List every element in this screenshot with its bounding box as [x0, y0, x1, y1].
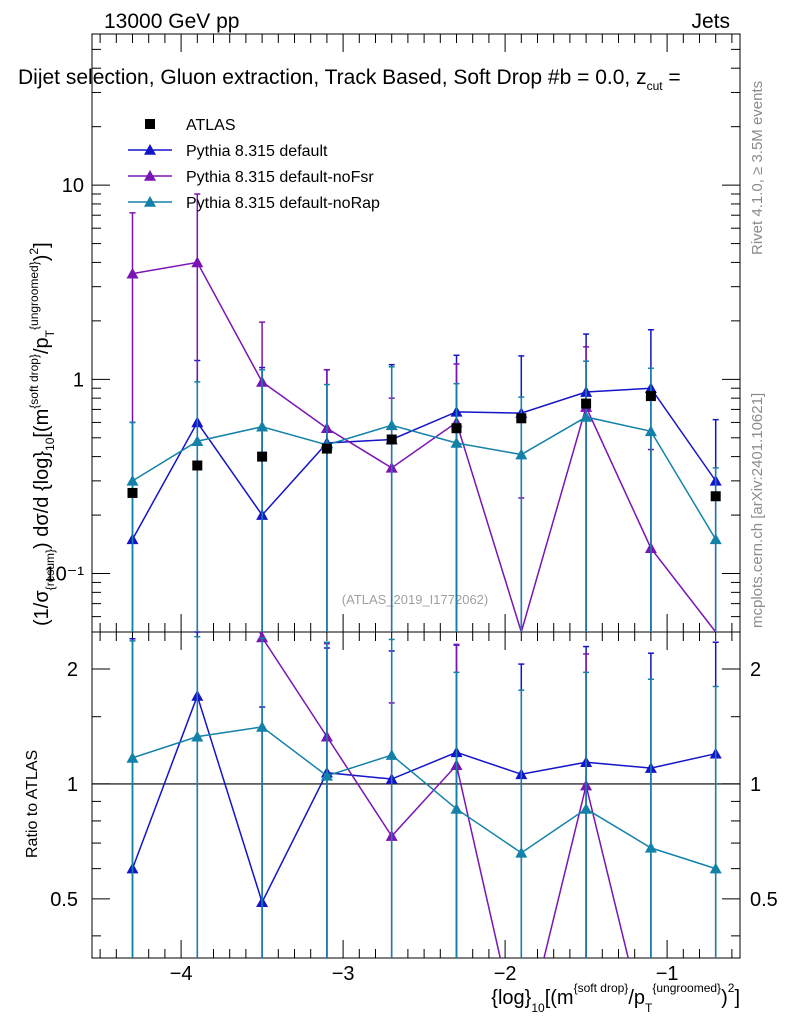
series-layer [126, 193, 722, 958]
rivet-label: Rivet 4.1.0, ≥ 3.5M events [749, 81, 766, 255]
atlas-data-point [451, 423, 462, 434]
legend-marker-triangle [144, 196, 156, 207]
ratio-y-tick-label-left: 1 [67, 774, 78, 796]
analysis-id-label: (ATLAS_2019_I1772062) [342, 592, 488, 607]
legend-item-0: ATLAS [145, 117, 236, 134]
x-tick-label: −2 [494, 963, 517, 985]
top-series-point [191, 435, 204, 447]
ratio-series-point [580, 802, 593, 814]
legend-label: Pythia 8.315 default [186, 143, 328, 160]
ratio-y-tick-label-left: 0.5 [50, 889, 78, 911]
atlas-data-point [645, 391, 656, 402]
ratio-y-tick-label-right: 2 [750, 659, 761, 681]
top-series-point [126, 474, 139, 486]
top-y-tick-label: 10 [62, 175, 84, 197]
legend-item-2: Pythia 8.315 default-noFsr [128, 169, 374, 186]
chart-title-end: = [663, 66, 681, 89]
ratio-series-point [709, 862, 722, 874]
legend-label: Pythia 8.315 default-noRap [186, 195, 380, 212]
ratio-series-point [256, 631, 269, 643]
top-series-point [450, 437, 463, 448]
top-series-point [256, 420, 269, 432]
ratio-series-point [644, 841, 657, 853]
ratio-y-tick-label-right: 0.5 [750, 889, 778, 911]
series-group-0 [126, 329, 722, 632]
atlas-data-point [257, 451, 268, 462]
chart-title-sub: cut [647, 79, 664, 93]
top-series-point [580, 410, 593, 422]
ratio-series-group-0 [126, 631, 722, 958]
top-series-line-0 [131, 387, 717, 540]
legend-marker-triangle [144, 170, 156, 181]
axis-ticks: 10⁻¹ 1 10 0.5 0.5 1 1 2 2 −4 −3 −2 −1 [45, 33, 778, 985]
ratio-y-tick-label-left: 2 [67, 659, 78, 681]
legend-item-1: Pythia 8.315 default [128, 143, 328, 160]
top-series-point [385, 419, 398, 431]
ratio-series-point [320, 769, 333, 781]
atlas-data-point [581, 398, 592, 409]
atlas-data-point [127, 487, 138, 498]
atlas-data-point [386, 434, 397, 445]
ratio-series-point [191, 730, 204, 742]
chart-title-main: Dijet selection, Gluon extraction, Track… [18, 66, 647, 89]
category-label: Jets [691, 10, 730, 33]
atlas-data-point [321, 443, 332, 454]
legend-label: ATLAS [186, 117, 236, 134]
energy-label: 13000 GeV pp [104, 10, 239, 33]
atlas-data-point [710, 491, 721, 502]
top-series-point [644, 425, 657, 437]
mcplots-label: mcplots.cern.ch [arXiv:2401.10621] [749, 393, 766, 628]
legend-label: Pythia 8.315 default-noFsr [186, 169, 374, 186]
ratio-series-point [450, 802, 463, 814]
atlas-data-group [127, 391, 721, 502]
ratio-series-group-1 [256, 631, 629, 958]
ratio-series-point [515, 846, 528, 858]
atlas-data-point [516, 413, 527, 424]
top-series-point [191, 256, 204, 268]
legend: ATLAS Pythia 8.315 default Pythia 8.315 de… [128, 117, 380, 212]
ratio-series-point [256, 720, 269, 732]
legend-item-3: Pythia 8.315 default-noRap [128, 195, 380, 212]
top-series-point [515, 448, 528, 460]
ratio-series-line-2 [132, 726, 716, 870]
ratio-series-line-0 [131, 693, 716, 905]
x-tick-label: −1 [656, 963, 679, 985]
legend-marker-square [145, 119, 155, 129]
legend-marker-triangle [144, 144, 156, 155]
ratio-series-line-1 [258, 632, 629, 958]
ratio-panel-frame [91, 631, 741, 959]
ratio-y-axis-title: Ratio to ATLAS [24, 750, 41, 858]
top-y-axis-title: (1/σ{resum}) dσ/d {log}10[(m{soft drop}/… [27, 242, 57, 626]
top-y-tick-label: 10⁻¹ [45, 564, 85, 586]
x-tick-label: −4 [170, 963, 193, 985]
ratio-series-point [385, 749, 398, 760]
ratio-series-group-2 [126, 635, 722, 958]
x-tick-label: −3 [332, 963, 355, 985]
top-series-point [126, 267, 139, 279]
ratio-y-tick-label-right: 1 [750, 774, 761, 796]
top-series-line-1 [132, 261, 717, 632]
series-group-1 [126, 193, 719, 632]
top-y-tick-label: 1 [73, 369, 84, 391]
top-series-line-2 [132, 416, 717, 540]
chart-title: Dijet selection, Gluon extraction, Track… [18, 66, 681, 93]
atlas-data-point [192, 460, 203, 471]
ratio-series-point [126, 751, 139, 763]
x-axis-title: {log}10[(m{soft drop}/pT{ungroomed})2] [491, 981, 740, 1015]
top-series-point [709, 533, 722, 545]
